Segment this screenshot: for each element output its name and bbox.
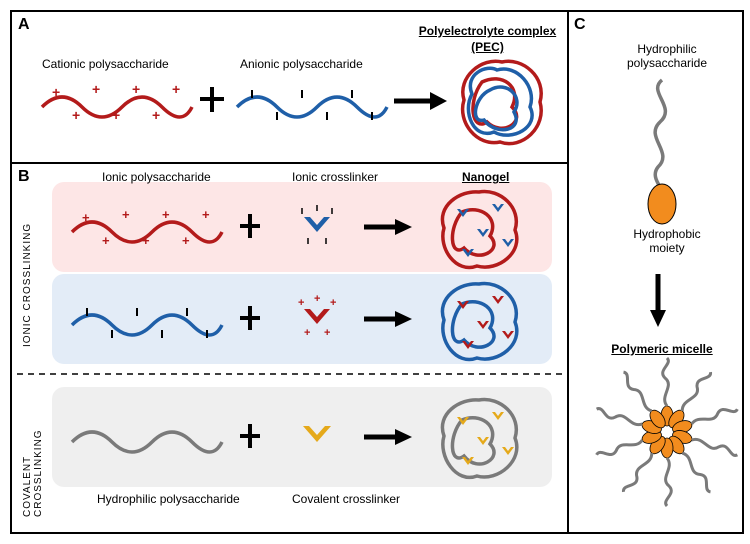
svg-text:+: +	[162, 207, 170, 222]
anionic-chain-b	[67, 290, 227, 350]
arrow-c	[647, 272, 669, 327]
plus-b3	[237, 420, 263, 454]
gray-chain	[67, 407, 227, 467]
c-hydro1: Hydrophilic	[617, 42, 717, 56]
cationic-chain-b: + + + + + + +	[67, 197, 227, 257]
nanogel-label: Nanogel	[462, 170, 509, 184]
horizontal-divider-a	[12, 162, 567, 164]
micelle	[602, 367, 732, 497]
cationic-chain: + + + + + + +	[37, 72, 197, 132]
panel-c-letter: C	[574, 16, 586, 34]
dashed-sep	[17, 372, 562, 376]
svg-text:+: +	[82, 210, 90, 225]
plus-b2	[237, 302, 263, 336]
hydro-poly-label-b: Hydrophilic polysaccharide	[97, 492, 240, 506]
ionic-poly-label: Ionic polysaccharide	[102, 170, 211, 184]
arrow-a	[392, 90, 447, 112]
amphiphile	[622, 72, 702, 222]
svg-text:+: +	[112, 107, 120, 123]
red-crosslinker: + + + + +	[292, 294, 342, 344]
gold-crosslinker	[297, 420, 337, 450]
svg-text:+: +	[298, 297, 304, 309]
vertical-divider	[567, 12, 569, 532]
pec-blob	[452, 52, 552, 152]
c-micelle: Polymeric micelle	[597, 342, 727, 356]
svg-text:+: +	[330, 297, 336, 309]
plus-b1	[237, 210, 263, 244]
svg-text:+: +	[72, 107, 80, 123]
cov-cross-label: Covalent crosslinker	[292, 492, 400, 506]
pec-title1: Polyelectrolyte complex	[415, 24, 560, 38]
panel-a-letter: A	[18, 16, 30, 34]
svg-text:+: +	[152, 107, 160, 123]
nanogel-blue	[432, 276, 527, 364]
nanogel-red	[432, 184, 527, 272]
c-hydro2: polysaccharide	[617, 56, 717, 70]
svg-text:+: +	[132, 81, 140, 97]
svg-text:+: +	[202, 207, 210, 222]
nanogel-gray	[432, 392, 527, 484]
svg-text:+: +	[182, 233, 190, 248]
ionic-side-label: IONIC CROSSLINKING	[22, 217, 33, 347]
blue-crosslinker	[292, 202, 342, 252]
svg-text:+: +	[142, 233, 150, 248]
c-moiety2: moiety	[617, 241, 717, 255]
svg-text:+: +	[122, 207, 130, 222]
svg-text:+: +	[172, 81, 180, 97]
svg-text:+: +	[314, 293, 320, 305]
arrow-b3	[362, 427, 412, 447]
cationic-label: Cationic polysaccharide	[42, 57, 169, 71]
svg-text:+: +	[52, 84, 60, 100]
svg-text:+: +	[304, 327, 310, 339]
ionic-cross-label: Ionic crosslinker	[292, 170, 378, 184]
arrow-b1	[362, 217, 412, 237]
anionic-label: Anionic polysaccharide	[240, 57, 363, 71]
c-moiety1: Hydrophobic	[617, 227, 717, 241]
svg-text:+: +	[324, 327, 330, 339]
svg-text:+: +	[102, 233, 110, 248]
anionic-chain	[232, 72, 392, 132]
covalent-side-label: COVALENT CROSSLINKING	[22, 387, 44, 517]
figure-frame: A B C Cationic polysaccharide Anionic po…	[10, 10, 744, 534]
plus-icon	[197, 82, 227, 122]
arrow-b2	[362, 309, 412, 329]
svg-text:+: +	[92, 81, 100, 97]
panel-b-letter: B	[18, 168, 30, 186]
